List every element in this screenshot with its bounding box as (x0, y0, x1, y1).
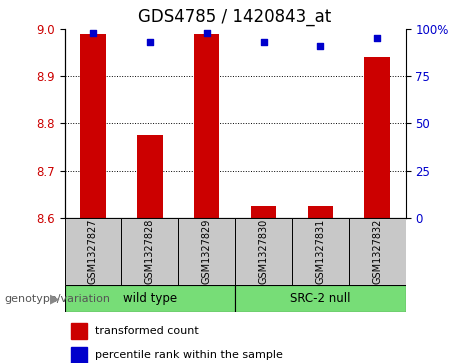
Bar (121, 218, 178, 285)
Point (373, 36, 381, 41)
Text: GSM1327829: GSM1327829 (201, 219, 212, 284)
Text: genotype/variation: genotype/variation (5, 294, 111, 303)
Point (146, 39, 154, 45)
Title: GDS4785 / 1420843_at: GDS4785 / 1420843_at (138, 8, 332, 26)
Bar (65, 285, 235, 312)
Bar (65, 218, 121, 285)
Bar (365, 57, 390, 218)
Point (317, 43, 324, 49)
Bar (235, 285, 406, 312)
Bar (71, 347, 87, 363)
Bar (235, 218, 292, 285)
Bar (178, 218, 235, 285)
Text: wild type: wild type (123, 292, 177, 305)
Bar (307, 206, 333, 218)
Bar (349, 218, 406, 285)
Text: transformed count: transformed count (95, 326, 199, 336)
Bar (137, 135, 163, 218)
Point (203, 30, 210, 36)
Text: GSM1327832: GSM1327832 (372, 219, 382, 284)
Text: GSM1327827: GSM1327827 (88, 219, 98, 284)
Bar (194, 34, 219, 218)
Point (89, 30, 97, 36)
Point (260, 39, 267, 45)
Bar (292, 218, 349, 285)
Text: percentile rank within the sample: percentile rank within the sample (95, 350, 283, 360)
Bar (71, 323, 87, 339)
Bar (251, 206, 276, 218)
Text: GSM1327831: GSM1327831 (315, 219, 325, 284)
Text: SRC-2 null: SRC-2 null (290, 292, 351, 305)
Text: ▶: ▶ (50, 292, 60, 305)
Text: GSM1327830: GSM1327830 (259, 219, 269, 284)
Bar (80, 34, 106, 218)
Text: GSM1327828: GSM1327828 (145, 219, 155, 284)
